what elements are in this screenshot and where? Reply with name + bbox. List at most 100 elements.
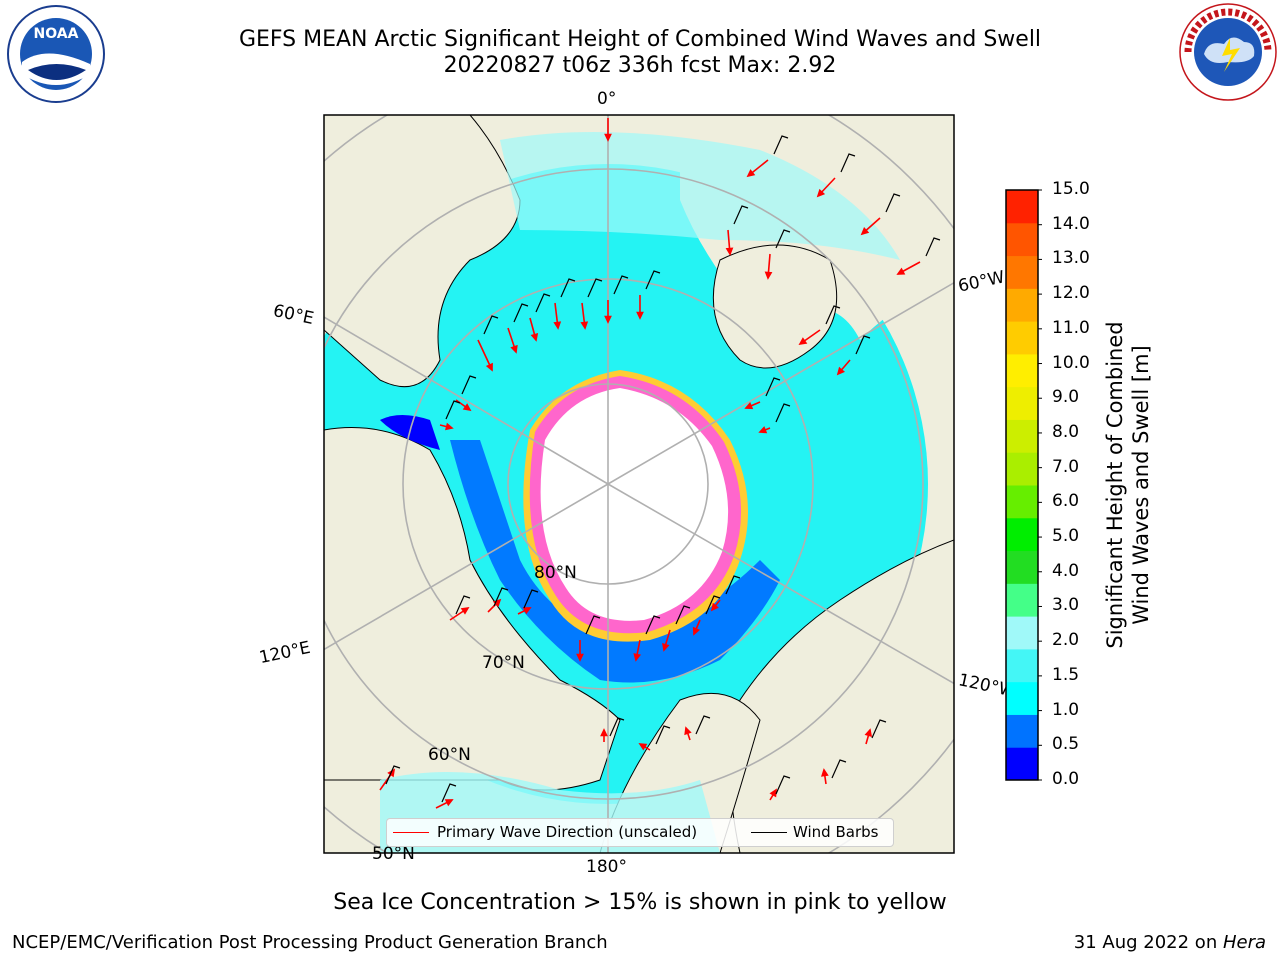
wind-barb bbox=[705, 595, 721, 615]
wind-barb bbox=[831, 759, 847, 779]
wave-direction-arrowhead bbox=[764, 271, 773, 280]
colorbar-segment bbox=[1006, 321, 1038, 355]
colorbar-segment bbox=[1006, 485, 1038, 519]
wave-direction-arrowhead bbox=[896, 267, 906, 275]
wind-barb bbox=[695, 715, 711, 735]
wind-barb bbox=[885, 193, 901, 213]
wind-barb bbox=[613, 275, 629, 295]
lon-label-0: 0° bbox=[597, 89, 617, 109]
wave-direction-arrowhead bbox=[485, 362, 493, 372]
wave-direction-arrowhead bbox=[636, 311, 644, 320]
colorbar-tick-label: 5.0 bbox=[1052, 526, 1080, 547]
wave-direction-arrowhead bbox=[530, 332, 539, 342]
land-siberia bbox=[324, 427, 621, 791]
colorbar-tick-label: 4.0 bbox=[1052, 560, 1080, 581]
colorbar-segment bbox=[1006, 583, 1038, 617]
wind-barb bbox=[535, 293, 551, 313]
lon-label-180: 180° bbox=[586, 857, 627, 877]
wind-barb bbox=[461, 375, 477, 395]
wind-barb bbox=[775, 403, 791, 423]
primary-wave-direction-arrows bbox=[379, 118, 921, 809]
wind-barb bbox=[455, 595, 471, 615]
wave-direction-arrowhead bbox=[445, 422, 454, 431]
graticule bbox=[324, 115, 954, 853]
lat-label-60n: 60°N bbox=[428, 745, 471, 765]
wind-barb bbox=[765, 377, 781, 397]
wave-direction-arrowhead bbox=[460, 606, 470, 615]
wind-barb bbox=[441, 783, 457, 803]
wave-direction-arrowhead bbox=[600, 728, 608, 737]
chart-subtitle: 20220827 t06z 336h fcst Max: 2.92 bbox=[443, 53, 837, 78]
footer-date: 31 Aug 2022 on Hera bbox=[1073, 932, 1266, 953]
wave-direction-arrowhead bbox=[462, 403, 472, 412]
wind-barb bbox=[523, 589, 539, 609]
wind-barb bbox=[560, 278, 576, 298]
map-legend: Primary Wave Direction (unscaled) Wind B… bbox=[386, 818, 894, 847]
wave-direction-arrowhead bbox=[821, 768, 829, 777]
colorbar-tick-label: 0.5 bbox=[1052, 734, 1080, 755]
colorbar-tick-label: 8.0 bbox=[1052, 421, 1080, 442]
wind-barb bbox=[925, 237, 941, 257]
wave-direction-arrowhead bbox=[553, 321, 562, 330]
wind-barb bbox=[840, 153, 856, 173]
wave-direction-legend-line bbox=[393, 832, 429, 833]
wind-barbs bbox=[385, 135, 941, 803]
wave-direction-arrowhead bbox=[580, 321, 589, 330]
colorbar-tick-label: 12.0 bbox=[1052, 283, 1090, 304]
colorbar-segment bbox=[1006, 222, 1038, 257]
wave-direction-arrowhead bbox=[769, 788, 777, 798]
wave-direction-arrowhead bbox=[444, 799, 454, 807]
wave-direction-arrowhead bbox=[860, 226, 870, 236]
wave-direction-arrowhead bbox=[692, 626, 701, 636]
lat-label-80n: 80°N bbox=[534, 563, 577, 583]
colorbar bbox=[1005, 189, 1042, 781]
wave-direction-arrowhead bbox=[604, 133, 612, 142]
wind-barb bbox=[775, 229, 791, 249]
colorbar-tick-label: 3.0 bbox=[1052, 595, 1080, 616]
wind-barb bbox=[645, 270, 661, 290]
lat-label-70n: 70°N bbox=[482, 653, 525, 673]
colorbar-segment bbox=[1006, 255, 1038, 289]
wind-barb bbox=[587, 278, 603, 298]
wind-barbs-legend-line bbox=[751, 832, 787, 833]
wave-direction-legend-label: Primary Wave Direction (unscaled) bbox=[437, 823, 698, 841]
wave-direction-arrowhead bbox=[604, 315, 612, 324]
wave-direction-arrowhead bbox=[725, 247, 734, 256]
wave-direction-arrowhead bbox=[816, 188, 826, 198]
wave-direction-arrowhead bbox=[746, 169, 756, 178]
wind-barb bbox=[775, 775, 791, 795]
sea-ice-note: Sea Ice Concentration > 15% is shown in … bbox=[333, 890, 947, 915]
colorbar-segment bbox=[1006, 550, 1038, 584]
wave-direction-arrowhead bbox=[836, 366, 845, 376]
lat-label-50n: 50°N bbox=[372, 844, 415, 864]
colorbar-tick-label: 15.0 bbox=[1052, 179, 1090, 199]
map-frame bbox=[323, 114, 955, 854]
wave-direction-arrowhead bbox=[662, 642, 670, 652]
sea-ice-core bbox=[540, 388, 729, 621]
colorbar-segment bbox=[1006, 648, 1038, 683]
wave-direction-arrowhead bbox=[576, 653, 584, 662]
wind-barb bbox=[675, 605, 691, 625]
footer-producer: NCEP/EMC/Verification Post Processing Pr… bbox=[12, 932, 608, 953]
wave-direction-arrowhead bbox=[633, 653, 642, 662]
land-greenland bbox=[712, 244, 838, 369]
wave-direction-arrowhead bbox=[492, 598, 502, 608]
wind-barbs-legend-label: Wind Barbs bbox=[793, 823, 879, 841]
wind-barb bbox=[493, 587, 509, 607]
wind-barb bbox=[445, 400, 461, 420]
wind-barb bbox=[655, 725, 671, 745]
colorbar-segment bbox=[1006, 714, 1038, 748]
colorbar-tick-label: 11.0 bbox=[1052, 317, 1090, 338]
noaa-logo: NOAA bbox=[7, 5, 105, 103]
colorbar-tick-label: 0.0 bbox=[1052, 769, 1080, 789]
wind-barb bbox=[585, 615, 601, 635]
svg-text:NOAA: NOAA bbox=[34, 26, 79, 42]
wind-barb bbox=[825, 305, 841, 325]
colorbar-tick-label: 1.0 bbox=[1052, 699, 1080, 720]
colorbar-segment bbox=[1006, 681, 1038, 715]
wind-barb bbox=[385, 765, 401, 785]
colorbar-tick-label: 9.0 bbox=[1052, 387, 1080, 408]
nws-logo bbox=[1179, 3, 1277, 101]
wind-barb bbox=[645, 615, 661, 635]
wave-direction-arrowhead bbox=[758, 426, 768, 434]
